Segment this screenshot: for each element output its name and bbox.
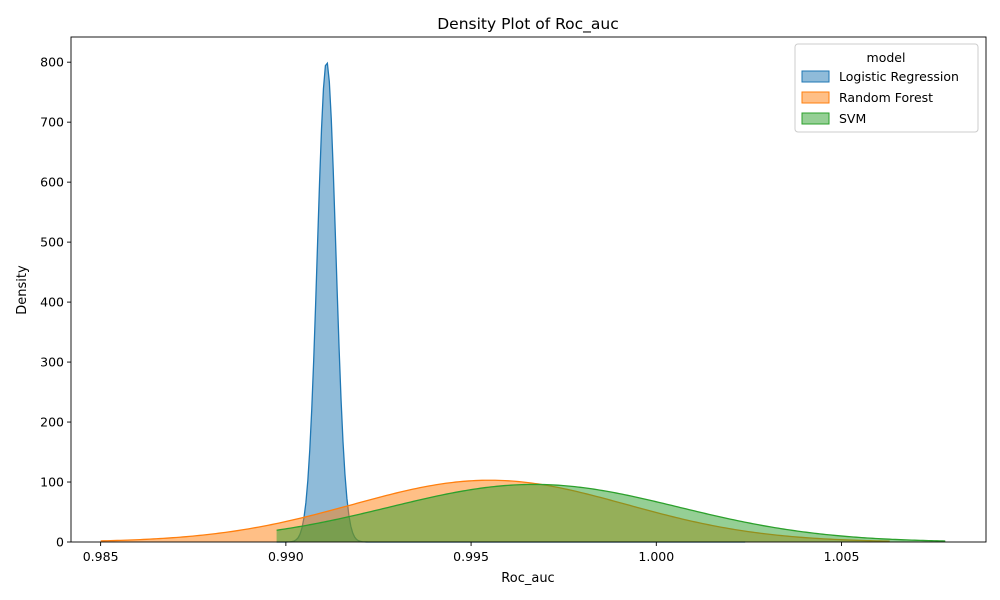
- y-tick-label: 500: [40, 235, 64, 250]
- y-axis: 0 100 200 300 400 500 600 700 800: [40, 55, 71, 550]
- y-tick-label: 300: [40, 355, 64, 370]
- density-line-svm: [276, 483, 946, 542]
- legend-frame: [794, 43, 979, 133]
- x-tick-label: 0.990: [268, 549, 304, 564]
- x-tick-label: 0.985: [83, 549, 119, 564]
- legend-swatch-random-forest: [801, 91, 830, 104]
- chart-title: Density Plot of Roc_auc: [437, 15, 619, 34]
- x-tick-label: 0.995: [453, 549, 489, 564]
- x-axis: 0.985 0.990 0.995 1.000 1.005: [83, 542, 860, 564]
- x-axis-label: Roc_auc: [501, 571, 554, 586]
- y-tick-label: 100: [40, 475, 64, 490]
- y-tick-label: 0: [56, 535, 64, 550]
- legend-label-svm: SVM: [839, 111, 866, 126]
- y-tick-label: 700: [40, 115, 64, 130]
- y-tick-label: 800: [40, 55, 64, 70]
- x-tick-label: 1.000: [638, 549, 674, 564]
- y-tick-label: 200: [40, 415, 64, 430]
- legend: model Logistic Regression Random Forest SV…: [794, 43, 979, 133]
- y-tick-label: 600: [40, 175, 64, 190]
- legend-label-logistic-regression: Logistic Regression: [839, 69, 959, 84]
- density-area-svm: [276, 484, 946, 542]
- legend-label-random-forest: Random Forest: [839, 90, 933, 105]
- y-tick-label: 400: [40, 295, 64, 310]
- x-tick-label: 1.005: [824, 549, 860, 564]
- density-area-logistic-regression: [276, 63, 746, 542]
- legend-swatch-logistic-regression: [801, 70, 830, 83]
- legend-swatch-svm: [801, 112, 830, 125]
- y-axis-label: Density: [15, 265, 30, 315]
- plot-frame: [70, 36, 987, 543]
- legend-title: model: [867, 50, 906, 65]
